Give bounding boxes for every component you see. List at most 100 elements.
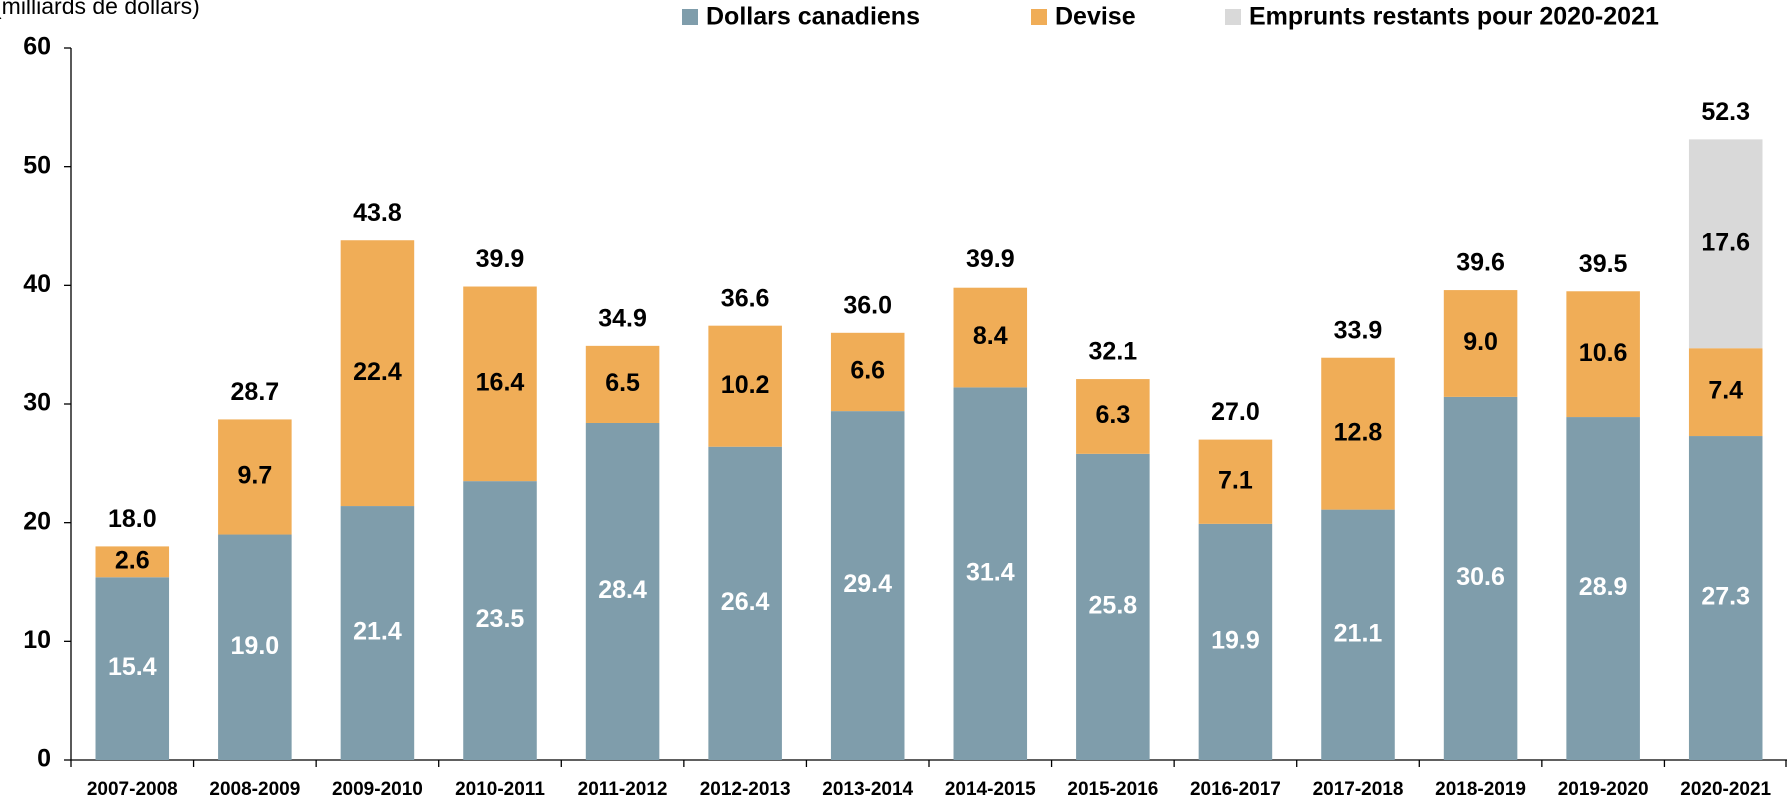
bar-segment	[463, 481, 537, 760]
bar-segment	[1443, 290, 1518, 397]
bar-segment	[1688, 139, 1763, 349]
bar-segment	[340, 506, 415, 760]
y-tick-label: 60	[23, 33, 51, 61]
x-tick-label: 2017-2018	[1313, 779, 1404, 800]
bar-segment	[95, 577, 170, 760]
value-label: 10.2	[721, 371, 770, 399]
x-tick-label: 2007-2008	[87, 779, 178, 800]
total-label: 33.9	[1334, 316, 1383, 344]
value-label: 28.4	[598, 576, 647, 604]
value-label: 31.4	[966, 558, 1015, 586]
value-label: 16.4	[476, 368, 525, 396]
bar-segment	[830, 332, 905, 412]
x-tick-label: 2014-2015	[945, 779, 1036, 800]
value-label: 12.8	[1334, 418, 1383, 446]
legend-label: Devise	[1055, 3, 1136, 31]
value-label: 19.0	[231, 632, 280, 660]
value-label: 27.3	[1701, 583, 1750, 611]
bar-segment	[830, 411, 905, 760]
value-label: 7.4	[1708, 377, 1743, 405]
value-label: 10.6	[1579, 339, 1628, 367]
value-label: 21.1	[1334, 619, 1383, 647]
legend-swatch	[1225, 9, 1241, 25]
chart-subtitle: (milliards de dollars)	[0, 0, 200, 19]
y-tick-label: 50	[23, 151, 51, 179]
y-tick-label: 40	[23, 270, 51, 298]
bar-segment	[708, 325, 782, 447]
bar-segment	[1443, 396, 1518, 760]
value-label: 19.9	[1211, 627, 1260, 655]
total-label: 34.9	[598, 304, 647, 332]
value-label: 25.8	[1089, 592, 1138, 620]
value-label: 15.4	[108, 653, 157, 681]
bar-segment	[585, 422, 660, 760]
value-label: 26.4	[721, 588, 770, 616]
x-tick-label: 2009-2010	[332, 779, 423, 800]
legend-label: Dollars canadiens	[706, 3, 920, 31]
bar-segment	[340, 240, 415, 507]
bar-segment	[218, 419, 292, 535]
value-label: 22.4	[353, 358, 402, 386]
bar-segment	[1076, 453, 1150, 760]
bar-segment	[1566, 417, 1640, 760]
x-tick-label: 2020-2021	[1680, 779, 1771, 800]
bar-segment	[1321, 357, 1395, 510]
value-label: 2.6	[115, 546, 150, 574]
bar-segment	[708, 446, 782, 760]
total-label: 39.6	[1456, 249, 1505, 277]
total-label: 18.0	[108, 505, 157, 533]
total-label: 39.9	[966, 245, 1015, 273]
x-tick-label: 2013-2014	[822, 779, 913, 800]
x-tick-label: 2018-2019	[1435, 779, 1526, 800]
value-label: 23.5	[476, 605, 525, 633]
x-tick-label: 2016-2017	[1190, 779, 1281, 800]
legend-swatch	[1031, 9, 1047, 25]
bar-segment	[1321, 509, 1395, 760]
total-label: 52.3	[1701, 98, 1750, 126]
value-label: 6.5	[605, 369, 640, 397]
bar-segment	[1688, 348, 1763, 437]
value-label: 29.4	[843, 570, 892, 598]
x-tick-label: 2008-2009	[209, 779, 300, 800]
y-tick-label: 10	[23, 626, 51, 654]
value-label: 28.9	[1579, 573, 1628, 601]
bar-segment	[1076, 379, 1150, 454]
bar-segment	[585, 345, 660, 423]
bar-segment	[1688, 436, 1763, 760]
bar-segment	[1566, 291, 1640, 418]
total-label: 36.0	[843, 291, 892, 319]
bar-segment	[95, 546, 170, 578]
value-label: 6.3	[1095, 401, 1130, 429]
x-tick-label: 2011-2012	[578, 779, 668, 800]
value-label: 6.6	[850, 357, 885, 385]
total-label: 39.5	[1579, 250, 1628, 278]
bar-segment	[953, 287, 1028, 388]
y-tick-label: 30	[23, 389, 51, 417]
bar-segment	[463, 286, 537, 482]
legend-swatch	[682, 9, 698, 25]
bar-segment	[1198, 439, 1273, 524]
y-tick-label: 0	[37, 745, 51, 773]
value-label: 17.6	[1701, 228, 1750, 256]
total-label: 43.8	[353, 199, 402, 227]
value-label: 7.1	[1218, 466, 1253, 494]
x-tick-label: 2015-2016	[1067, 779, 1158, 800]
legend-label: Emprunts restants pour 2020-2021	[1249, 3, 1659, 31]
bar-segment	[1198, 523, 1273, 760]
value-label: 21.4	[353, 618, 402, 646]
value-label: 30.6	[1456, 563, 1505, 591]
bar-segment	[218, 534, 292, 760]
value-label: 9.7	[237, 462, 272, 490]
x-tick-label: 2019-2020	[1558, 779, 1649, 800]
value-label: 8.4	[973, 322, 1008, 350]
total-label: 39.9	[476, 245, 525, 273]
total-label: 28.7	[231, 378, 280, 406]
total-label: 27.0	[1211, 398, 1260, 426]
total-label: 32.1	[1089, 338, 1138, 366]
value-label: 9.0	[1463, 328, 1498, 356]
x-tick-label: 2010-2011	[455, 779, 545, 800]
x-tick-label: 2012-2013	[700, 779, 791, 800]
bar-segment	[953, 387, 1028, 760]
total-label: 36.6	[721, 284, 770, 312]
